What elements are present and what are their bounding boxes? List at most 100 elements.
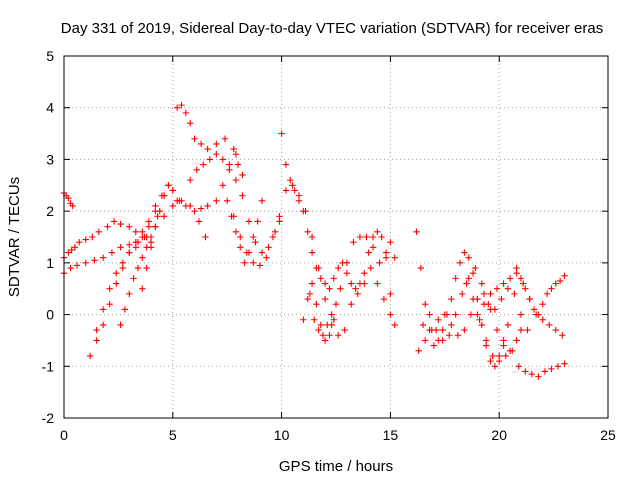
data-point xyxy=(474,311,481,318)
data-point xyxy=(106,285,113,292)
data-point xyxy=(369,233,377,241)
data-point xyxy=(480,290,488,298)
data-point xyxy=(559,332,566,339)
data-point xyxy=(530,306,538,313)
data-point xyxy=(276,218,283,225)
data-point xyxy=(491,306,499,313)
data-point xyxy=(191,135,198,142)
data-point xyxy=(467,311,475,318)
x-tick-label: 25 xyxy=(600,427,616,443)
data-point xyxy=(147,244,155,251)
data-point xyxy=(65,249,72,256)
data-point xyxy=(435,316,442,323)
data-point xyxy=(91,257,98,264)
series-trace-g xyxy=(139,182,181,292)
data-point xyxy=(485,301,492,308)
data-point xyxy=(432,326,440,334)
series-trace-c xyxy=(60,197,209,277)
y-tick-label: -2 xyxy=(42,410,55,426)
data-point xyxy=(417,264,425,272)
data-point xyxy=(197,140,205,148)
data-point xyxy=(104,223,111,230)
data-point xyxy=(224,197,231,204)
data-point xyxy=(522,285,529,292)
data-point xyxy=(67,264,74,272)
data-point xyxy=(258,197,266,204)
data-point xyxy=(95,228,103,236)
data-point xyxy=(334,264,342,272)
data-point xyxy=(219,156,227,163)
series-trace-d xyxy=(86,182,172,360)
data-point xyxy=(413,228,420,236)
data-point xyxy=(422,337,429,344)
data-point xyxy=(130,275,137,282)
data-point xyxy=(387,290,394,298)
data-point xyxy=(352,285,359,292)
data-point xyxy=(498,295,505,303)
data-point xyxy=(182,109,190,117)
data-point xyxy=(187,120,194,127)
series-trace-m xyxy=(282,182,398,339)
data-point xyxy=(143,264,150,272)
series-trace-a xyxy=(60,151,240,261)
data-point xyxy=(232,228,240,236)
data-point xyxy=(76,238,83,246)
data-point xyxy=(465,254,472,261)
data-point xyxy=(250,233,257,241)
series-trace-l xyxy=(278,130,394,298)
data-point xyxy=(219,182,227,189)
data-point xyxy=(165,182,172,189)
data-point xyxy=(502,352,509,360)
data-point xyxy=(152,223,159,230)
data-point xyxy=(456,259,464,267)
series-trace-j xyxy=(224,197,283,269)
data-point xyxy=(178,101,185,109)
data-point xyxy=(191,207,198,215)
data-point xyxy=(517,326,525,334)
data-point xyxy=(369,244,377,251)
data-point xyxy=(391,321,398,329)
data-point xyxy=(271,228,279,236)
data-point xyxy=(308,233,316,241)
data-point xyxy=(419,321,427,329)
data-point xyxy=(422,301,429,308)
data-point xyxy=(200,161,207,168)
data-point xyxy=(239,192,246,199)
data-point xyxy=(187,176,194,184)
data-point xyxy=(354,290,361,298)
data-point xyxy=(513,337,520,344)
data-point xyxy=(504,321,512,329)
y-tick-label: 3 xyxy=(46,151,54,167)
data-point xyxy=(326,285,333,292)
data-point xyxy=(230,145,237,153)
y-tick-label: 0 xyxy=(46,307,54,323)
data-point xyxy=(226,161,233,168)
data-point xyxy=(126,290,133,298)
data-point xyxy=(173,197,181,204)
data-point xyxy=(517,311,525,318)
data-point xyxy=(478,321,485,329)
data-point xyxy=(317,275,324,282)
data-point xyxy=(282,161,290,168)
data-point xyxy=(454,332,462,339)
data-point xyxy=(487,290,494,298)
data-point xyxy=(121,306,129,313)
data-point xyxy=(330,275,338,282)
series-trace-k xyxy=(228,197,266,267)
data-point xyxy=(469,295,477,303)
data-point xyxy=(65,195,72,202)
data-point xyxy=(374,228,381,236)
data-point xyxy=(500,342,507,349)
data-point xyxy=(482,337,490,344)
data-point xyxy=(469,270,477,277)
data-point xyxy=(348,280,355,287)
data-point xyxy=(552,280,559,287)
data-point xyxy=(93,326,100,334)
data-point xyxy=(487,357,494,365)
data-point xyxy=(376,259,383,267)
data-point xyxy=(304,228,311,236)
series-trace-u xyxy=(419,264,531,344)
data-point xyxy=(234,161,242,168)
data-point xyxy=(361,270,368,277)
data-point xyxy=(169,187,176,194)
